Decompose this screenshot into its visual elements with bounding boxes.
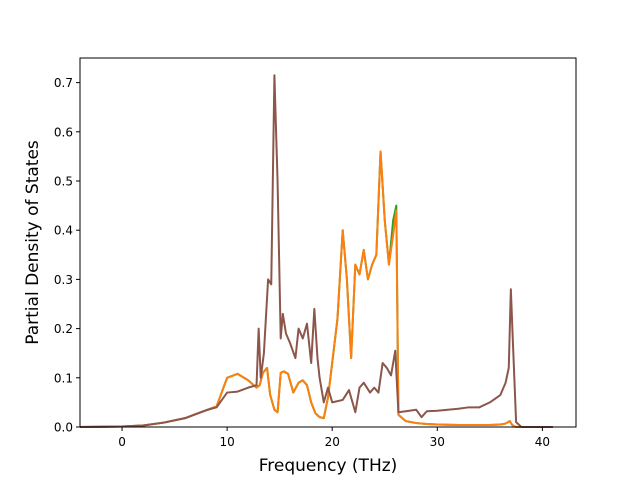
y-tick-label: 0.4 bbox=[54, 224, 73, 238]
series-line-1 bbox=[79, 150, 553, 428]
y-tick-label: 0.7 bbox=[54, 76, 73, 90]
x-tick-label: 40 bbox=[535, 435, 550, 449]
y-tick-label: 0.5 bbox=[54, 175, 73, 189]
y-tick-label: 0.2 bbox=[54, 322, 73, 336]
x-tick-label: 30 bbox=[430, 435, 445, 449]
x-axis-ticks: 0 10 20 30 40 bbox=[118, 427, 550, 449]
series-line-2 bbox=[79, 74, 553, 428]
y-tick-label: 0.6 bbox=[54, 125, 73, 139]
axes-frame bbox=[79, 57, 577, 428]
y-tick-label: 0.0 bbox=[54, 421, 73, 435]
y-tick-label: 0.3 bbox=[54, 273, 73, 287]
series-lines bbox=[79, 74, 553, 428]
y-tick-label: 0.1 bbox=[54, 371, 73, 385]
y-axis-ticks: 0.0 0.1 0.2 0.3 0.4 0.5 0.6 0.7 bbox=[54, 76, 80, 435]
x-axis-label: Frequency (THz) bbox=[259, 456, 398, 476]
x-tick-label: 0 bbox=[118, 435, 126, 449]
x-tick-label: 20 bbox=[325, 435, 340, 449]
plot-area bbox=[79, 57, 577, 428]
x-tick-label: 10 bbox=[219, 435, 234, 449]
y-axis-label: Partial Density of States bbox=[23, 140, 43, 345]
